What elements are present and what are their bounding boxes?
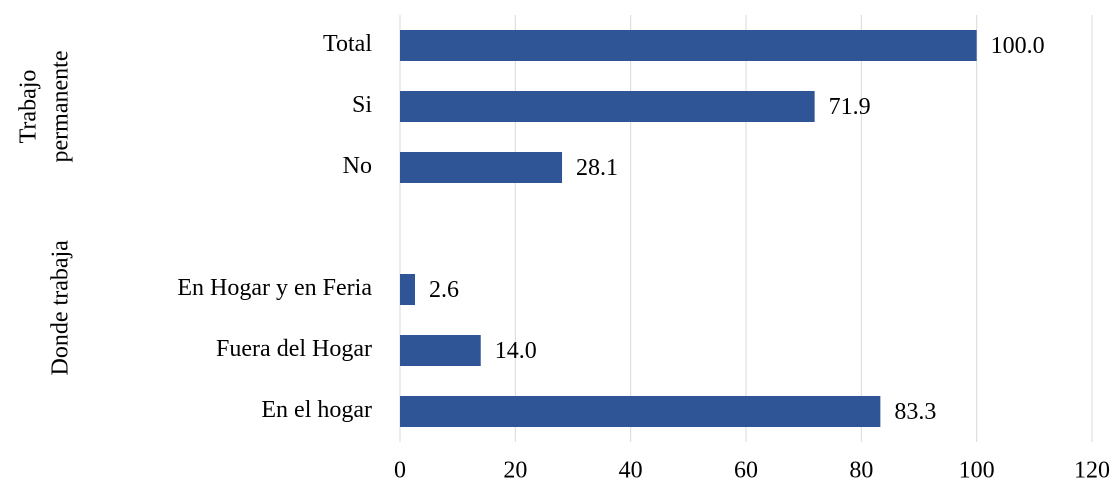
group-label: Donde trabaja	[48, 240, 74, 376]
value-label: 14.0	[495, 338, 537, 364]
x-tick-label: 20	[503, 458, 527, 484]
value-label: 28.1	[576, 155, 618, 181]
category-label: No	[343, 153, 372, 179]
bar	[400, 396, 881, 427]
category-label: En el hogar	[261, 397, 372, 423]
bar	[400, 274, 415, 305]
x-tick-label: 120	[1074, 458, 1110, 484]
category-label: Total	[323, 31, 372, 57]
bar	[400, 91, 815, 122]
group-label: Trabajo	[16, 70, 42, 144]
bar	[400, 335, 481, 366]
x-tick-label: 80	[849, 458, 873, 484]
value-label: 83.3	[894, 399, 936, 425]
x-tick-label: 60	[734, 458, 758, 484]
value-label: 2.6	[429, 277, 459, 303]
x-tick-label: 40	[619, 458, 643, 484]
x-tick-label: 0	[394, 458, 406, 484]
category-label: Fuera del Hogar	[216, 336, 372, 362]
bar	[400, 30, 977, 61]
bar	[400, 152, 563, 183]
value-label: 100.0	[991, 33, 1045, 59]
category-label: En Hogar y en Feria	[177, 275, 372, 301]
group-label: permanente	[48, 51, 74, 163]
value-label: 71.9	[829, 94, 871, 120]
category-label: Si	[352, 92, 372, 118]
x-tick-label: 100	[959, 458, 995, 484]
